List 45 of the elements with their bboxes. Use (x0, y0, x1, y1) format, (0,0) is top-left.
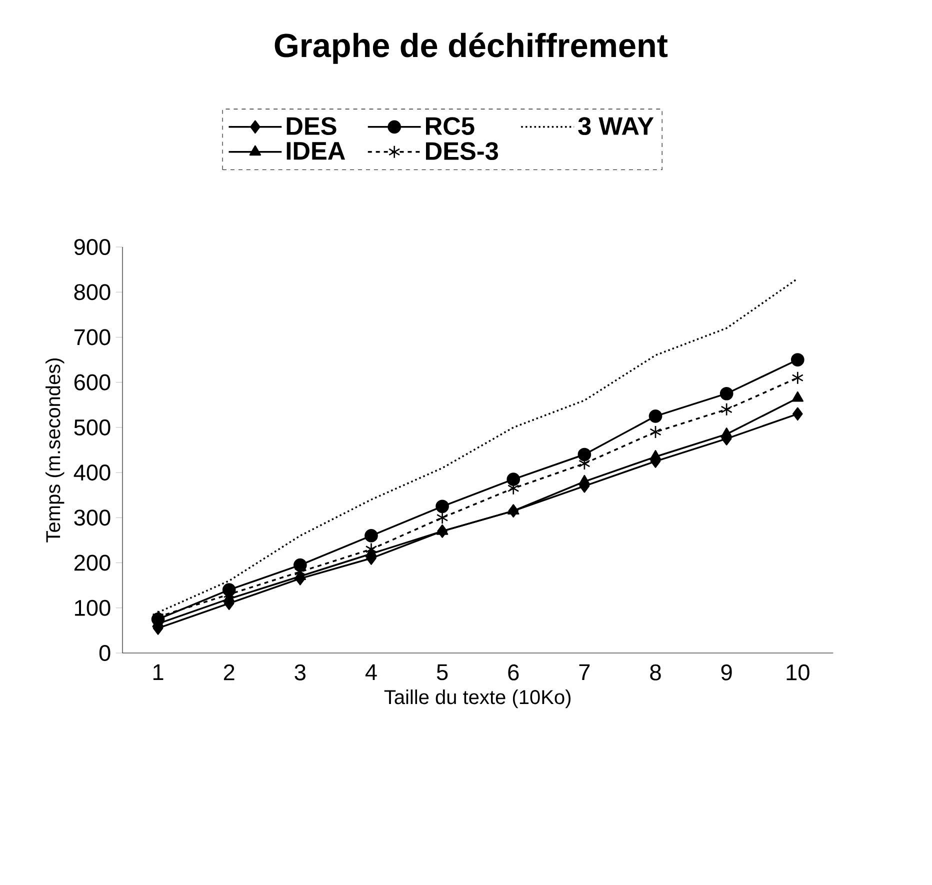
legend-label: DES (286, 117, 336, 136)
y-tick-label: 0 (99, 644, 110, 662)
point (578, 448, 592, 462)
y-tick-label: 400 (74, 464, 110, 481)
x-tick-label: 8 (650, 664, 661, 680)
y-tick-label: 300 (74, 510, 110, 526)
legend-label: 3 WAY (578, 117, 654, 136)
legend-label: IDEA (286, 142, 346, 160)
point (508, 504, 520, 515)
x-tick-label: 6 (508, 664, 519, 680)
x-tick-label: 3 (294, 664, 306, 680)
point (436, 500, 449, 514)
x-tick-label: 7 (579, 664, 590, 680)
point (720, 402, 732, 416)
x-tick-label: 4 (365, 664, 377, 680)
point (648, 409, 662, 423)
point (790, 353, 804, 366)
x-tick-label: 5 (436, 664, 448, 680)
x-axis-title: Taille du texte (10Ko) (384, 690, 570, 708)
point (792, 407, 803, 421)
chart-title: Graphe de déchiffrement (274, 32, 668, 64)
point (792, 391, 804, 402)
legend-label: RC5 (426, 117, 474, 136)
point (506, 472, 520, 486)
point (650, 450, 662, 460)
point (436, 524, 448, 535)
x-tick-label: 9 (721, 664, 732, 680)
legend-label: DES-3 (426, 142, 498, 160)
y-tick-label: 500 (74, 419, 110, 436)
point (720, 428, 732, 438)
point (650, 425, 662, 439)
point (578, 474, 590, 486)
point (364, 529, 378, 542)
y-tick-label: 700 (74, 329, 110, 346)
y-axis-title: Temps (m.secondes) (46, 358, 64, 542)
x-tick-label: 10 (786, 664, 810, 680)
y-tick-label: 600 (74, 374, 110, 390)
y-tick-label: 200 (74, 554, 110, 571)
x-tick-label: 1 (153, 664, 164, 680)
point (720, 386, 734, 400)
x-tick-label: 2 (224, 664, 234, 680)
point (792, 371, 804, 384)
y-tick-label: 900 (74, 238, 110, 256)
y-tick-label: 100 (75, 600, 110, 616)
y-tick-label: 800 (74, 284, 110, 300)
